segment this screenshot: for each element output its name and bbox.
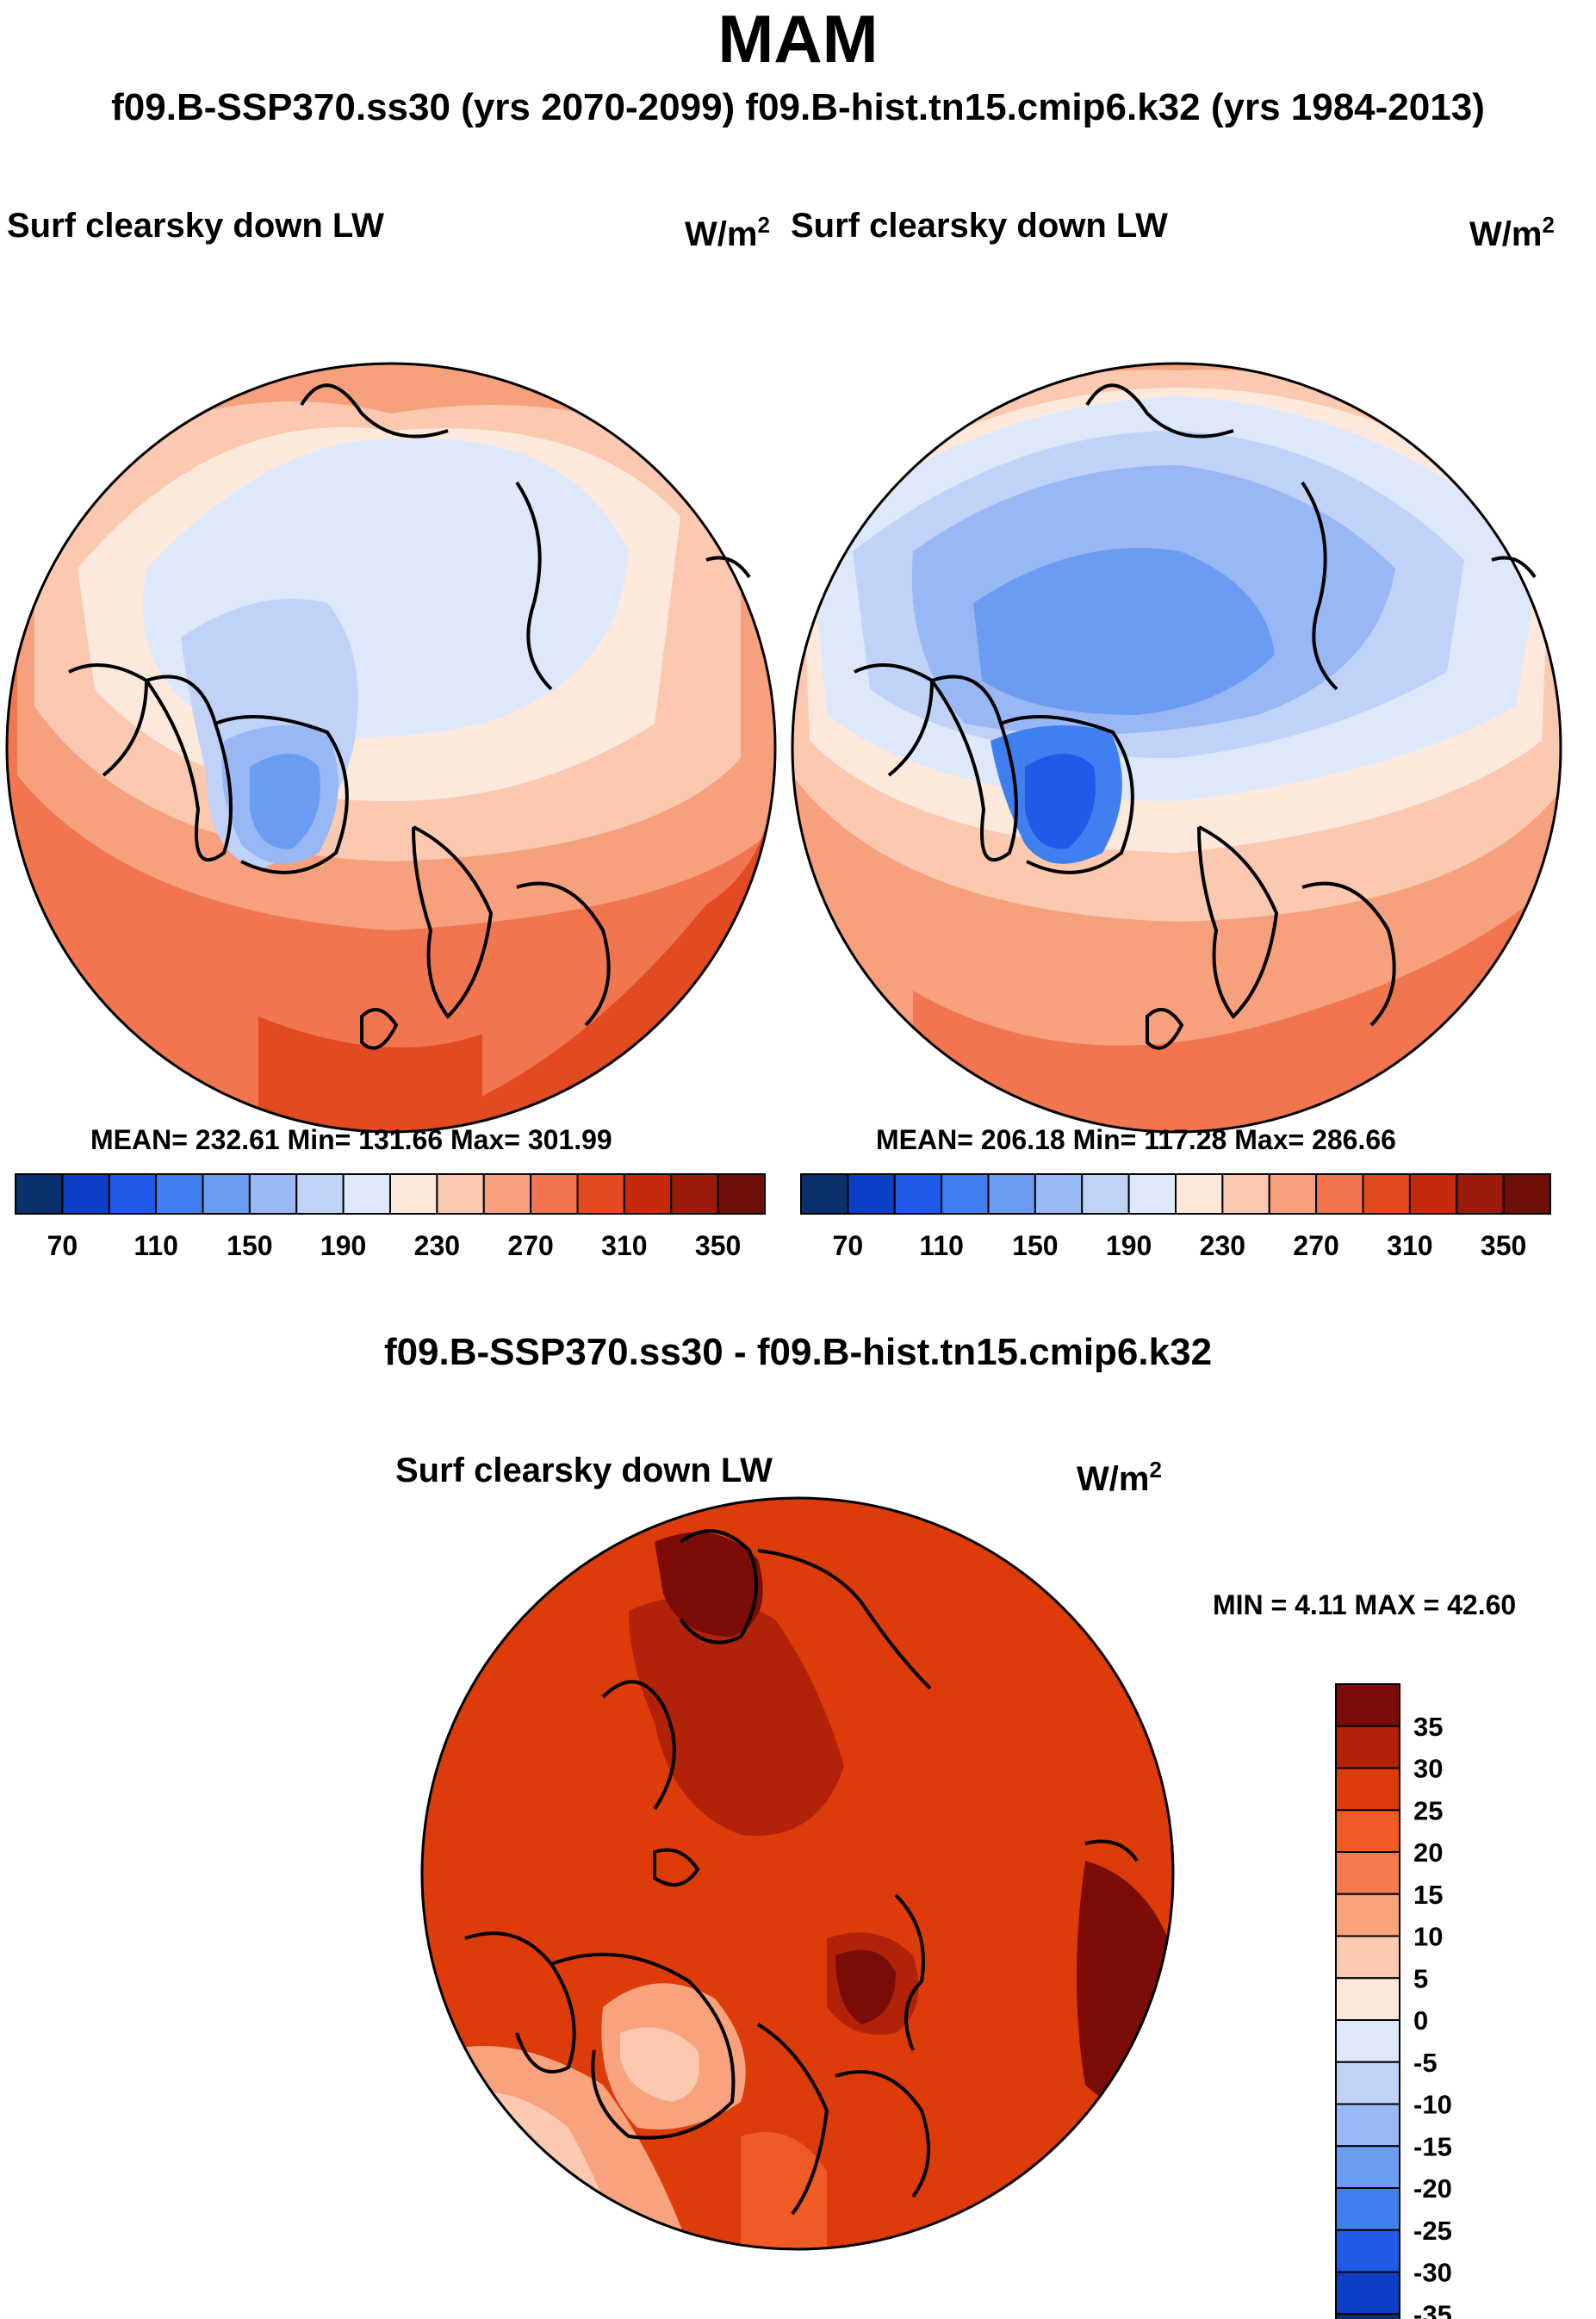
left-panel-stats: MEAN= 232.61 Min= 131.66 Max= 301.99: [90, 1124, 612, 1155]
right-colorbar-tick-label: 230: [1200, 1230, 1245, 1261]
diff-panel-title: Surf clearsky down LW: [395, 1452, 773, 1489]
right-colorbar: 70 110 150 190 230 270 310 350: [800, 1173, 1551, 1261]
diff-colorbar-swatch: [1335, 1977, 1400, 2021]
right-colorbar-swatch: [893, 1173, 943, 1215]
right-colorbar-tick-label: 310: [1387, 1230, 1432, 1261]
left-colorbar-tick-label: 110: [134, 1230, 178, 1261]
figure-subtitle: f09.B-SSP370.ss30 (yrs 2070-2099) f09.B-…: [111, 86, 1485, 128]
left-colorbar-swatch: [108, 1173, 158, 1215]
diff-colorbar-tick-label: -10: [1413, 2090, 1452, 2120]
right-colorbar-tick-label: 270: [1293, 1230, 1338, 1261]
diff-colorbar-tick-label: 25: [1413, 1795, 1443, 1825]
diff-colorbar-tick-label: -25: [1413, 2216, 1452, 2246]
diff-colorbar-swatch: [1335, 1851, 1400, 1895]
left-colorbar-swatch: [155, 1173, 204, 1215]
diff-colorbar-swatch: [1335, 1767, 1400, 1812]
right-colorbar-tick-label: 350: [1481, 1230, 1526, 1261]
diff-colorbar-tick-label: -30: [1413, 2258, 1452, 2288]
right-colorbar-swatch: [800, 1173, 849, 1215]
right-panel-units: W/m2: [1469, 212, 1555, 253]
diff-colorbar-tick-label: -20: [1413, 2173, 1452, 2204]
right-colorbar-tick-label: 110: [919, 1230, 964, 1261]
left-colorbar-tick-label: 350: [695, 1230, 741, 1261]
diff-colorbar-tick-label: -5: [1413, 2048, 1438, 2078]
diff-colorbar-swatch: [1335, 2061, 1400, 2105]
right-map: [791, 362, 1562, 1134]
diff-colorbar-tick-label: 0: [1413, 2005, 1428, 2036]
diff-colorbar-tick-label: 10: [1413, 1922, 1443, 1952]
diff-colorbar-tick-label: 35: [1413, 1712, 1443, 1742]
left-colorbar-tick-label: 70: [47, 1230, 78, 1261]
diff-colorbar-tick-label: -35: [1413, 2299, 1452, 2319]
diff-colorbar-swatch: [1335, 2103, 1400, 2148]
left-colorbar-swatch: [61, 1173, 110, 1215]
left-colorbar-swatch: [717, 1173, 766, 1215]
diff-panel-stats: MIN = 4.11 MAX = 42.60: [1213, 1589, 1517, 1620]
diff-colorbar: 35 30 25 20 15 10 5 0 -5 -10 -15 -20 -25 -30 -35: [1335, 1683, 1452, 2319]
right-colorbar-swatch: [1081, 1173, 1130, 1215]
left-colorbar-swatch: [530, 1173, 579, 1215]
left-colorbar-tick-label: 270: [507, 1230, 553, 1261]
left-colorbar-swatch: [248, 1173, 298, 1215]
diff-colorbar-tick-label: 5: [1413, 1963, 1428, 1993]
right-colorbar-swatch: [1268, 1173, 1318, 1215]
right-colorbar-tick-label: 150: [1012, 1230, 1058, 1261]
left-colorbar-tick-label: 190: [320, 1230, 366, 1261]
diff-colorbar-swatch: [1335, 1683, 1400, 1727]
left-colorbar-swatch: [623, 1173, 673, 1215]
diff-map: [420, 1496, 1175, 2251]
right-colorbar-swatch: [1175, 1173, 1224, 1215]
left-colorbar-swatch: [576, 1173, 625, 1215]
right-colorbar-swatch: [987, 1173, 1036, 1215]
diff-colorbar-swatch: [1335, 1725, 1400, 1769]
left-panel-units: W/m2: [685, 212, 770, 253]
diff-colorbar-swatch: [1335, 2145, 1400, 2189]
right-colorbar-swatch: [1127, 1173, 1177, 1215]
left-map: [5, 362, 777, 1134]
left-colorbar-swatch: [15, 1173, 64, 1215]
right-colorbar-swatch: [941, 1173, 990, 1215]
left-panel-title: Surf clearsky down LW: [7, 207, 384, 245]
diff-panel-units: W/m2: [1077, 1457, 1162, 1498]
left-colorbar-tick-label: 150: [227, 1230, 272, 1261]
right-colorbar-swatch: [847, 1173, 896, 1215]
left-colorbar-swatch: [436, 1173, 485, 1215]
right-colorbar-swatch: [1502, 1173, 1551, 1215]
right-colorbar-tick-label: 70: [833, 1230, 864, 1261]
left-colorbar-tick-label: 230: [414, 1230, 460, 1261]
right-colorbar-tick-label: 190: [1106, 1230, 1152, 1261]
right-colorbar-swatch: [1221, 1173, 1270, 1215]
right-colorbar-swatch: [1362, 1173, 1411, 1215]
diff-colorbar-swatch: [1335, 1935, 1400, 1980]
right-colorbar-swatch: [1456, 1173, 1505, 1215]
diff-colorbar-tick-label: 30: [1413, 1754, 1443, 1784]
diff-colorbar-swatch: [1335, 2229, 1400, 2273]
right-panel-stats: MEAN= 206.18 Min= 117.28 Max= 286.66: [876, 1124, 1396, 1155]
diff-colorbar-swatch: [1335, 2313, 1400, 2319]
left-colorbar-swatch: [342, 1173, 391, 1215]
left-colorbar-swatch: [482, 1173, 532, 1215]
diff-colorbar-tick-label: 20: [1413, 1837, 1443, 1868]
diff-colorbar-tick-label: 15: [1413, 1880, 1443, 1910]
figure-title: MAM: [717, 1, 879, 77]
diff-colorbar-tick-label: -15: [1413, 2131, 1452, 2161]
diff-figure-title: f09.B-SSP370.ss30 - f09.B-hist.tn15.cmip…: [383, 1331, 1213, 1373]
right-colorbar-swatch: [1034, 1173, 1084, 1215]
right-panel-title: Surf clearsky down LW: [791, 207, 1168, 245]
diff-colorbar-swatch: [1335, 2019, 1400, 2063]
left-colorbar-swatch: [202, 1173, 251, 1215]
diff-colorbar-swatch: [1335, 1893, 1400, 1937]
diff-colorbar-swatch: [1335, 2271, 1400, 2316]
diff-colorbar-swatch: [1335, 2187, 1400, 2231]
left-colorbar-swatch: [295, 1173, 345, 1215]
left-colorbar-swatch: [670, 1173, 719, 1215]
left-colorbar: 70 110 150 190 230 270 310 350: [15, 1173, 766, 1261]
right-colorbar-swatch: [1315, 1173, 1364, 1215]
left-colorbar-tick-label: 310: [601, 1230, 647, 1261]
diff-colorbar-swatch: [1335, 1809, 1400, 1853]
left-colorbar-swatch: [389, 1173, 438, 1215]
right-colorbar-swatch: [1408, 1173, 1458, 1215]
